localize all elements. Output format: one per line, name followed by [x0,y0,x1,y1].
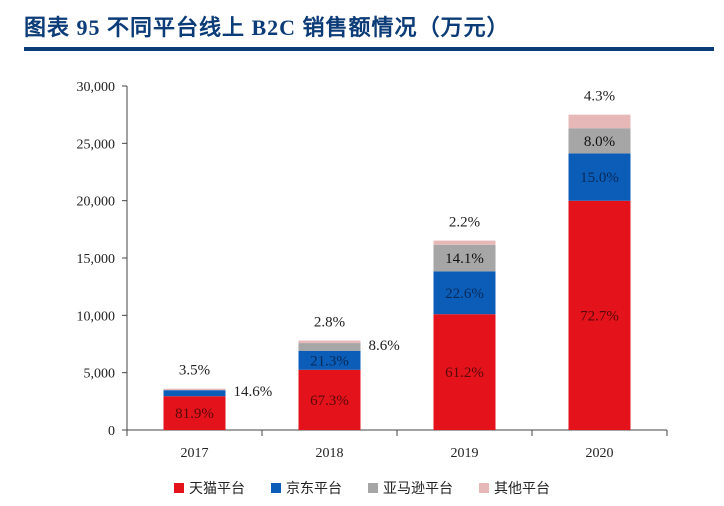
data-label: 22.6% [445,286,484,302]
legend-label: 京东平台 [286,482,342,497]
bar-segment [568,153,631,201]
data-label: 21.3% [310,353,349,369]
data-label: 61.2% [445,365,484,381]
data-label: 72.7% [580,308,619,324]
data-label: 4.3% [584,89,615,105]
data-label: 8.6% [369,338,400,354]
bar-segment [298,350,361,370]
bar-segment [433,240,496,245]
bar-segment [433,244,496,272]
bar-segment [433,271,496,315]
legend-item: 其他平台 [479,478,550,498]
bar-segment [163,388,226,391]
data-label: 67.3% [310,393,349,409]
bar-segment [163,390,226,397]
x-tick-label: 2017 [181,446,209,461]
title-rule [24,47,714,51]
data-label: 81.9% [175,406,214,422]
y-tick-label: 20,000 [77,195,116,210]
data-label: 14.1% [445,251,484,267]
data-label: 8.0% [584,134,615,150]
legend-swatch [479,483,489,493]
legend-label: 其他平台 [494,482,550,497]
bar-segment [568,114,631,129]
x-tick-label: 2018 [316,446,344,461]
legend-item: 亚马逊平台 [368,478,453,498]
bar-segment [298,340,361,344]
y-tick-label: 0 [108,424,115,439]
y-tick-label: 25,000 [77,137,116,152]
bar-segment [163,396,226,430]
bar-segment [568,128,631,154]
data-label: 2.2% [449,215,480,231]
y-tick-label: 15,000 [77,252,116,267]
y-tick-label: 5,000 [84,367,116,382]
legend: 天猫平台 京东平台 亚马逊平台 其他平台 [0,478,724,498]
y-tick-label: 10,000 [77,309,116,324]
figure-title: 图表 95 不同平台线上 B2C 销售额情况（万元） [24,15,510,40]
bar-segment [433,314,496,430]
data-label: 14.6% [234,384,273,400]
legend-item: 京东平台 [271,478,342,498]
data-label: 15.0% [580,170,619,186]
legend-label: 天猫平台 [189,482,245,497]
legend-label: 亚马逊平台 [383,482,453,497]
bar-segment [568,200,631,430]
legend-swatch [271,483,281,493]
bar-segment [298,343,361,351]
x-tick-label: 2019 [451,446,479,461]
legend-item: 天猫平台 [174,478,245,498]
y-tick-label: 30,000 [77,80,116,95]
data-label: 2.8% [314,315,345,331]
x-tick-label: 2020 [586,446,614,461]
legend-swatch [368,483,378,493]
legend-swatch [174,483,184,493]
bar-segment [298,369,361,430]
data-label: 3.5% [179,363,210,379]
